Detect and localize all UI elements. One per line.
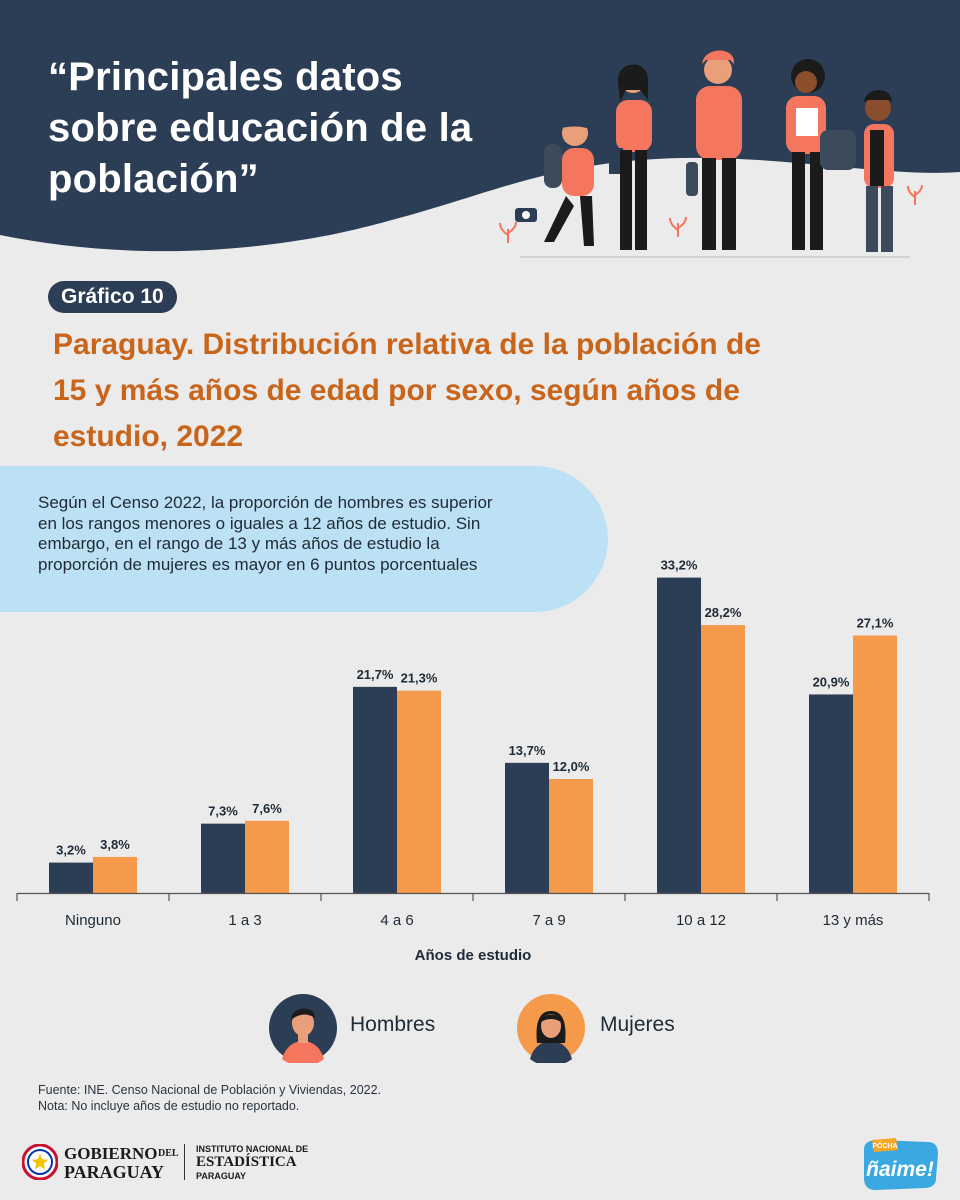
pocha-main-text: ñaime! xyxy=(866,1158,934,1181)
ine-line3: PARAGUAY xyxy=(196,1171,247,1181)
paraguay-seal-icon xyxy=(22,1144,58,1180)
bar-chart: 3,2% 3,8% Ninguno 7,3% 7,6% 1 a 3 21,7% 21,3% 4 … xyxy=(16,558,930,964)
students-illustration xyxy=(499,50,923,258)
x-tick-label-1: 1 a 3 xyxy=(228,912,261,929)
data-label-hombres-3: 13,7% xyxy=(509,743,546,758)
info-text: Según el Censo 2022, la proporción de ho… xyxy=(38,493,493,574)
bar-hombres-0 xyxy=(49,862,93,893)
bar-mujeres-0 xyxy=(93,856,137,893)
data-label-hombres-2: 21,7% xyxy=(357,667,394,682)
bar-hombres-4 xyxy=(657,577,701,893)
source-note: Fuente: INE. Censo Nacional de Población… xyxy=(38,1083,382,1113)
data-label-hombres-0: 3,2% xyxy=(56,843,86,858)
bar-mujeres-1 xyxy=(245,820,289,893)
gov-line1: GOBIERNO xyxy=(64,1144,158,1163)
x-tick-label-5: 13 y más xyxy=(823,912,884,929)
legend-hombres: Hombres xyxy=(268,993,468,1063)
legend-label-hombres: Hombres xyxy=(350,1013,436,1036)
data-label-mujeres-2: 21,3% xyxy=(401,671,438,686)
data-label-mujeres-4: 28,2% xyxy=(705,605,742,620)
bar-hombres-3 xyxy=(505,762,549,893)
data-label-mujeres-5: 27,1% xyxy=(857,616,894,631)
chart-title: Paraguay. Distribución relativa de la po… xyxy=(53,328,761,453)
bar-hombres-1 xyxy=(201,823,245,893)
gov-del: DEL xyxy=(158,1148,179,1159)
page-title: “Principales datos sobre educación de la… xyxy=(48,55,473,201)
data-label-mujeres-1: 7,6% xyxy=(252,801,282,816)
bar-mujeres-2 xyxy=(397,690,441,893)
data-label-mujeres-0: 3,8% xyxy=(100,837,130,852)
chart-number-badge: Gráfico 10 xyxy=(48,281,177,313)
woman-avatar-icon xyxy=(517,994,585,1063)
x-tick-label-0: Ninguno xyxy=(65,912,121,929)
bar-mujeres-5 xyxy=(853,635,897,893)
pocha-naime-logo: PÓCHA ñaime! xyxy=(864,1138,938,1190)
data-label-hombres-4: 33,2% xyxy=(661,558,698,573)
bar-hombres-2 xyxy=(353,686,397,893)
logo-divider xyxy=(184,1144,185,1180)
x-tick-label-4: 10 a 12 xyxy=(676,912,726,929)
info-bubble xyxy=(0,466,608,612)
gov-line2: PARAGUAY xyxy=(64,1162,165,1182)
bar-mujeres-4 xyxy=(701,625,745,893)
legend-mujeres: Mujeres xyxy=(516,993,716,1063)
data-label-hombres-5: 20,9% xyxy=(813,674,850,689)
pocha-top-text: PÓCHA xyxy=(872,1141,897,1150)
x-tick-label-2: 4 a 6 xyxy=(380,912,413,929)
data-label-mujeres-3: 12,0% xyxy=(553,759,590,774)
x-axis-title: Años de estudio xyxy=(415,947,532,964)
ine-line2: ESTADÍSTICA xyxy=(196,1154,297,1170)
ine-line1: INSTITUTO NACIONAL DE xyxy=(196,1144,309,1154)
bar-mujeres-3 xyxy=(549,779,593,893)
man-avatar-icon xyxy=(269,994,337,1063)
data-label-hombres-1: 7,3% xyxy=(208,804,238,819)
x-tick-label-3: 7 a 9 xyxy=(532,912,565,929)
legend-label-mujeres: Mujeres xyxy=(600,1013,675,1036)
footer-logos: GOBIERNO DEL PARAGUAY INSTITUTO NACIONAL… xyxy=(22,1138,342,1186)
bar-hombres-5 xyxy=(809,694,853,893)
